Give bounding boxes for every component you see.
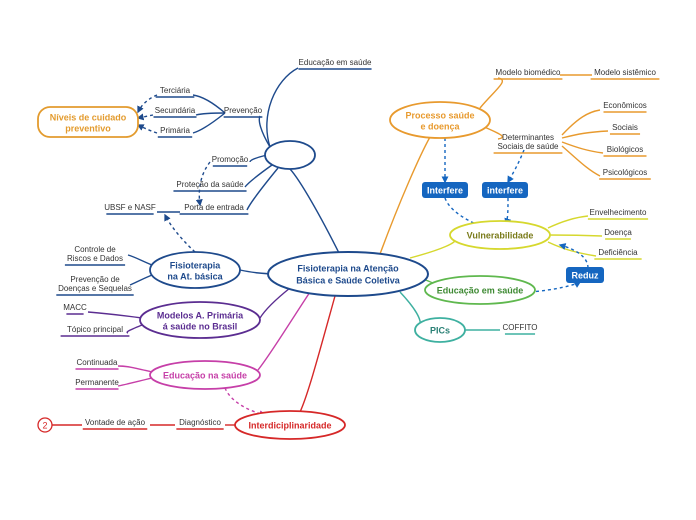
edge: [480, 78, 502, 108]
edge: [193, 95, 225, 113]
node-label: na At. básica: [167, 271, 223, 281]
leaf-secundaria: Secundária: [155, 106, 196, 115]
edge: [562, 146, 600, 176]
leaf-permanente: Permanente: [75, 378, 119, 387]
edge: [258, 292, 310, 370]
edge: [506, 198, 508, 224]
leaf-coffito: COFFITO: [503, 323, 538, 332]
leaf-doenca: Doença: [604, 228, 632, 237]
leaf-primaria: Primária: [160, 126, 190, 135]
leaf-ubsf: UBSF e NASF: [104, 203, 156, 212]
node-label: PICs: [430, 325, 450, 335]
leaf-vontade: Vontade de ação: [85, 418, 146, 427]
node-label: Educação na saúde: [163, 370, 247, 380]
leaf-terciaria: Terciária: [160, 86, 191, 95]
edge: [138, 115, 153, 118]
edge: [118, 366, 152, 372]
edge: [562, 110, 600, 135]
node-label: preventivo: [65, 123, 111, 133]
leaf-envelhec: Envelhecimento: [590, 208, 647, 217]
edge: [130, 275, 152, 285]
edge: [400, 292, 420, 326]
center-node[interactable]: [268, 252, 428, 296]
leaf-controle: Controle de: [74, 245, 116, 254]
leaf-modelo_bio: Modelo biomédico: [496, 68, 561, 77]
center-label: Fisioterapia na Atenção: [297, 263, 399, 273]
badge-label: Interfere: [427, 185, 463, 195]
leaf-prev_doe: Doenças e Sequelas: [58, 284, 132, 293]
edge: [290, 169, 340, 255]
edge: [225, 388, 265, 415]
leaf-modelo_sis: Modelo sistêmico: [594, 68, 656, 77]
center-label: Básica e Saúde Coletiva: [296, 275, 401, 285]
node-label: Modelos A. Primária: [157, 310, 244, 320]
node-label: Vulnerabilidade: [467, 230, 534, 240]
edge: [247, 168, 278, 210]
leaf-sociais: Sociais: [612, 123, 638, 132]
edge: [128, 255, 152, 265]
count-label: 2: [42, 420, 47, 430]
leaf-continuada: Continuada: [77, 358, 118, 367]
edge: [245, 165, 272, 187]
node-label: á saúde no Brasil: [163, 321, 238, 331]
edge: [193, 113, 225, 133]
edge: [88, 312, 142, 318]
edge: [410, 238, 456, 258]
node-label: Níveis de cuidado: [50, 112, 127, 122]
leaf-controle: Riscos e Dados: [67, 254, 123, 263]
node-aps[interactable]: [265, 141, 315, 169]
leaf-diagnostico: Diagnóstico: [179, 418, 221, 427]
node-label: e doença: [420, 121, 460, 131]
edge: [508, 150, 524, 182]
node-label: Processo saúde: [405, 110, 474, 120]
edge: [548, 235, 602, 236]
edge: [260, 288, 290, 318]
edge: [165, 215, 195, 252]
leaf-economicos: Econômicos: [603, 101, 647, 110]
leaf-prev_doe: Prevenção de: [70, 275, 120, 284]
leaf-protecao: Proteção da saúde: [176, 180, 244, 189]
edge: [118, 378, 152, 386]
node-label: Educação em saúde: [437, 285, 524, 295]
leaf-topico: Tópico principal: [67, 325, 123, 334]
leaf-prevencao: Prevenção: [224, 106, 263, 115]
edge: [138, 125, 157, 133]
edge: [196, 113, 225, 115]
leaf-macc: MACC: [63, 303, 87, 312]
leaf-biologicos: Biológicos: [607, 145, 643, 154]
badge-label: Reduz: [572, 270, 600, 280]
edge: [267, 68, 298, 147]
leaf-porta: Porta de entrada: [184, 203, 244, 212]
leaf-determ: Sociais de saúde: [498, 142, 559, 151]
edge: [300, 296, 335, 412]
edge: [548, 216, 588, 228]
mindmap-canvas: Educação em saúde Prevenção Terciária Secun…: [0, 0, 696, 520]
leaf-deficiencia: Deficiência: [598, 248, 638, 257]
node-label: Interdiciplinaridade: [248, 420, 331, 430]
edge: [530, 282, 580, 292]
leaf-determ: Determinantes: [502, 133, 554, 142]
leaf-educ_saude: Educação em saúde: [299, 58, 372, 67]
edge: [127, 325, 142, 333]
leaf-psicologicos: Psicológicos: [603, 168, 647, 177]
edge: [562, 131, 608, 138]
badge-label: interfere: [487, 185, 523, 195]
leaf-promocao: Promoção: [212, 155, 249, 164]
node-label: Fisioterapia: [170, 260, 222, 270]
